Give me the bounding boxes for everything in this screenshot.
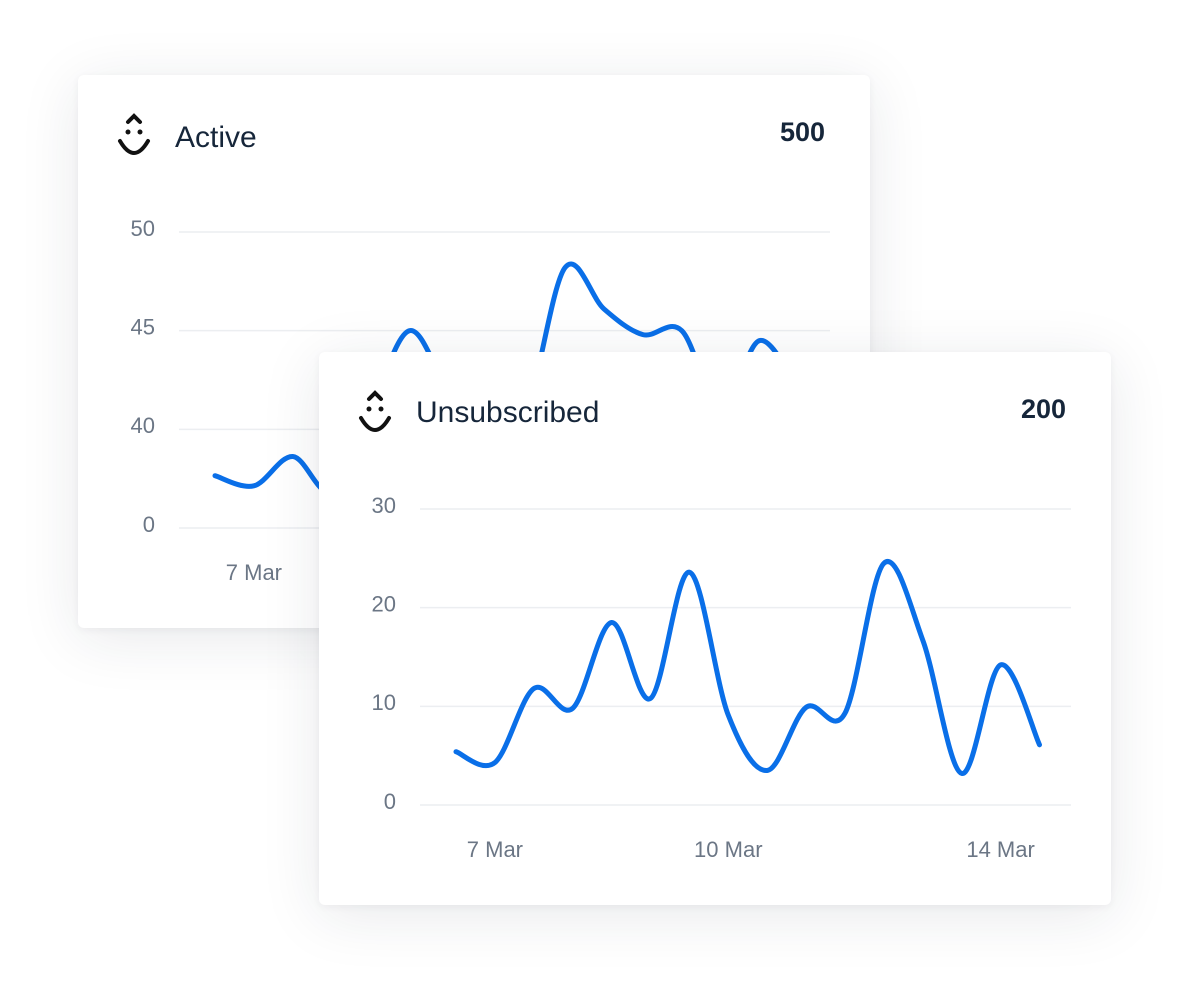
headline-value: 200 [1021,394,1066,424]
y-tick-label: 40 [131,413,155,438]
y-tick-label: 45 [131,314,155,339]
x-tick-label: 7 Mar [467,837,523,862]
y-tick-label: 30 [372,493,396,518]
logo-icon [118,113,150,155]
y-tick-label: 20 [372,591,396,616]
logo-icon [359,390,391,432]
card: Unsubscribed 200 0 10 20 30 7 Mar 10 Mar 14 Ma… [319,352,1111,905]
headline-value: 500 [780,117,825,147]
line [453,559,1042,776]
card-title: Unsubscribed [416,396,599,429]
y-tick-label: 0 [384,789,396,814]
y-tick-label: 10 [372,690,396,715]
x-tick-label: 10 Mar [694,837,762,862]
chart: Unsubscribed 200 0 10 20 30 7 Mar 10 Mar 14 Ma… [359,390,1071,862]
x-tick-label: 14 Mar [966,837,1034,862]
card-title: Active [175,121,257,154]
y-tick-label: 50 [131,216,155,241]
x-tick-label: 7 Mar [226,560,282,585]
y-tick-label: 0 [143,512,155,537]
